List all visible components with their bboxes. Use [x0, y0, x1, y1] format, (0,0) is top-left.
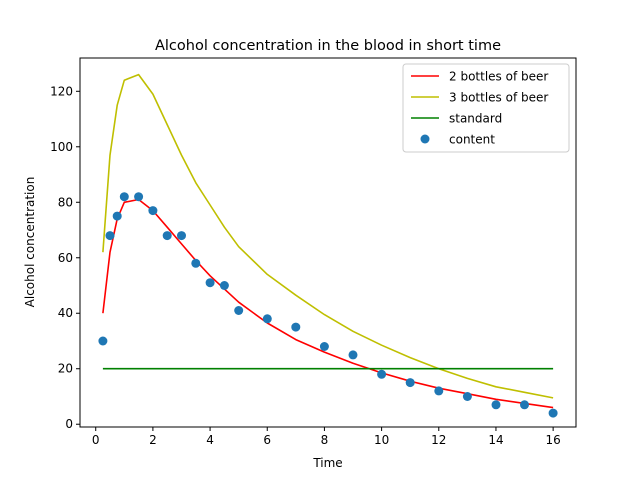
legend-label: 3 bottles of beer	[449, 91, 548, 105]
legend-label: content	[449, 133, 495, 147]
y-tick-label: 0	[65, 417, 73, 431]
legend-box	[402, 63, 570, 153]
scatter-point-content	[348, 350, 358, 360]
scatter-point-content	[112, 211, 122, 221]
x-tick-label: 10	[374, 433, 389, 447]
x-tick-label: 4	[206, 433, 214, 447]
series-line-2-bottles-of-beer	[102, 198, 554, 409]
scatter-point-content	[548, 408, 558, 418]
axes-frame	[79, 57, 577, 428]
legend-label: standard	[449, 112, 502, 126]
scatter-point-content	[219, 281, 229, 290]
x-tick-label: 2	[149, 433, 157, 447]
x-axis-label: Time	[312, 456, 342, 470]
x-tick-label: 6	[263, 433, 271, 447]
scatter-point-content	[462, 392, 472, 401]
scatter-point-content	[434, 386, 444, 396]
x-tick-label: 0	[92, 433, 100, 447]
scatter-point-content	[377, 369, 387, 379]
scatter-point-content	[291, 322, 301, 332]
y-tick-label: 100	[50, 140, 73, 154]
legend-swatch-marker	[420, 134, 430, 144]
scatter-point-content	[234, 306, 244, 315]
scatter-point-content	[191, 258, 201, 268]
x-tick-label: 8	[321, 433, 329, 447]
axes: 0 2 4 6 8 10 12 14 16 0 20 40 60 80 100 120	[50, 57, 577, 447]
series-line-3-bottles-of-beer	[102, 73, 554, 399]
chart-title: Alcohol concentration in the blood in sh…	[155, 38, 501, 54]
y-tick-label: 80	[58, 195, 73, 209]
y-tick-label: 120	[50, 84, 73, 98]
scatter-point-content	[119, 192, 129, 202]
y-tick-label: 20	[58, 362, 73, 376]
scatter-point-content	[98, 336, 108, 346]
scatter-point-content	[177, 231, 186, 241]
scatter-point-content	[262, 314, 272, 324]
scatter-point-content	[491, 400, 501, 410]
legend-label: 2 bottles of beer	[449, 70, 548, 84]
x-tick-label: 12	[431, 433, 446, 447]
legend: 2 bottles of beer 3 bottles of beer standa…	[402, 63, 570, 153]
scatter-point-content	[319, 342, 329, 351]
scatter-point-content	[520, 400, 529, 410]
x-tick-label: 14	[488, 433, 503, 447]
scatter-point-content	[405, 378, 415, 388]
scatter-point-content	[105, 231, 115, 241]
y-tick-label: 60	[58, 251, 73, 265]
x-tick-label: 16	[545, 433, 560, 447]
y-tick-label: 40	[58, 306, 73, 320]
scatter-point-content	[162, 231, 172, 241]
scatter-point-content	[134, 192, 144, 202]
y-axis-label: Alcohol concentration	[23, 177, 37, 308]
plot-area	[98, 73, 558, 418]
scatter-point-content	[205, 278, 215, 288]
scatter-point-content	[148, 206, 158, 216]
